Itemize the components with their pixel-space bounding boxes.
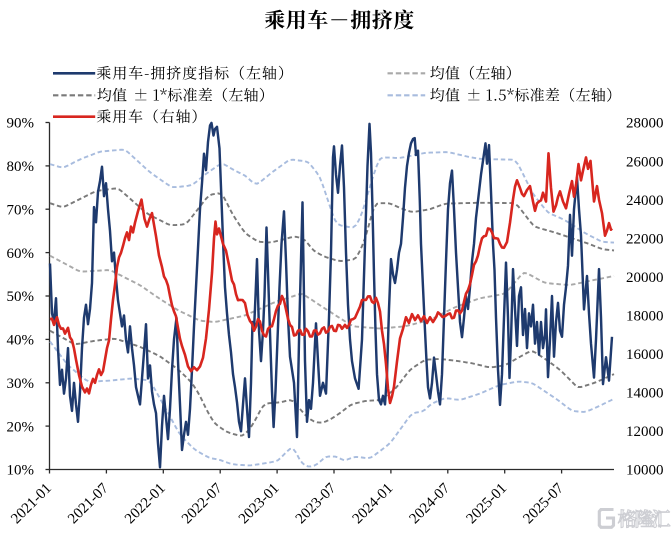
svg-text:30%: 30% xyxy=(7,376,35,392)
svg-text:16000: 16000 xyxy=(626,347,664,363)
svg-text:14000: 14000 xyxy=(626,386,664,402)
svg-text:20%: 20% xyxy=(7,419,35,435)
svg-text:18000: 18000 xyxy=(626,309,664,325)
svg-text:70%: 70% xyxy=(7,202,35,218)
svg-text:90%: 90% xyxy=(7,116,35,132)
svg-text:40%: 40% xyxy=(7,333,35,349)
svg-text:50%: 50% xyxy=(7,289,35,305)
svg-text:10000: 10000 xyxy=(626,463,664,479)
svg-text:80%: 80% xyxy=(7,159,35,175)
svg-text:20000: 20000 xyxy=(626,270,664,286)
svg-text:10%: 10% xyxy=(7,463,35,479)
svg-text:24000: 24000 xyxy=(626,193,664,209)
svg-text:28000: 28000 xyxy=(626,116,664,132)
svg-text:26000: 26000 xyxy=(626,154,664,170)
svg-text:22000: 22000 xyxy=(626,231,664,247)
svg-text:60%: 60% xyxy=(7,246,35,262)
svg-text:12000: 12000 xyxy=(626,424,664,440)
